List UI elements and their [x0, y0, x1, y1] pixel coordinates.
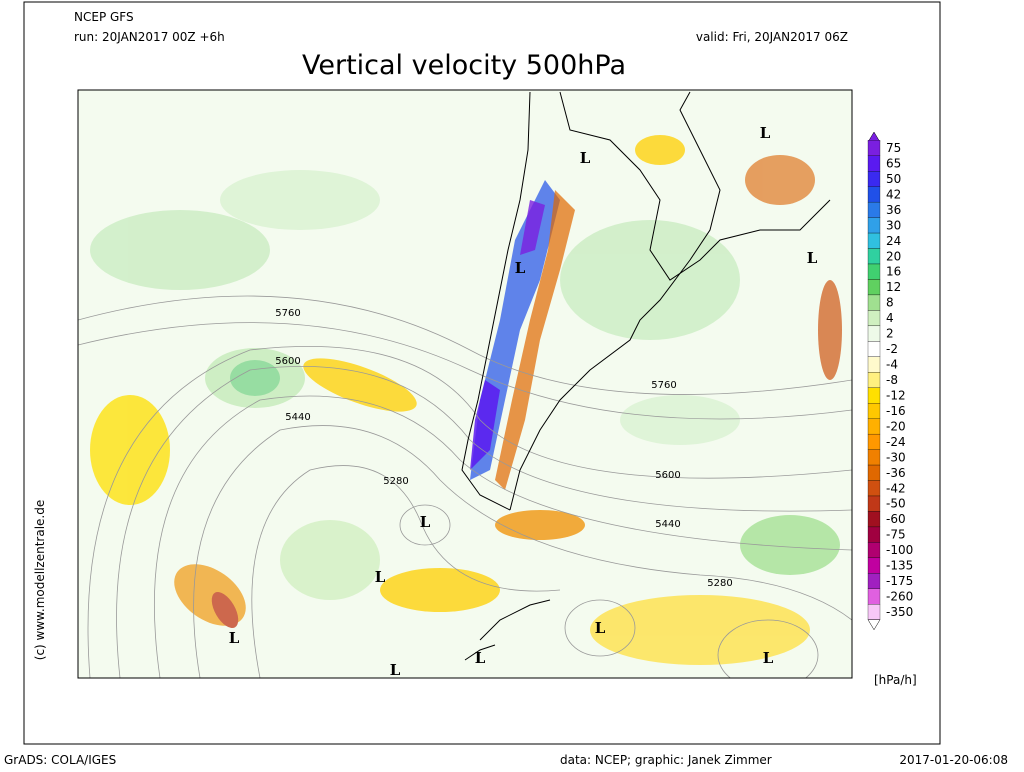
legend-swatch — [867, 418, 881, 435]
legend-label: 24 — [886, 234, 901, 248]
legend-swatch — [867, 604, 881, 620]
legend-swatch — [867, 232, 881, 249]
legend-unit: [hPa/h] — [874, 673, 917, 687]
legend-label: 16 — [886, 265, 901, 279]
legend-swatch — [867, 542, 881, 559]
legend-swatch — [867, 557, 881, 574]
legend-label: -75 — [886, 528, 906, 542]
contour-label: 5280 — [383, 476, 408, 487]
contour-label: 5600 — [655, 470, 680, 481]
low-pressure-marker: L — [475, 649, 486, 667]
legend-label: -12 — [886, 388, 906, 402]
legend-swatch — [867, 171, 881, 187]
legend-label: -50 — [886, 497, 906, 511]
legend-label: 65 — [886, 156, 901, 170]
low-pressure-marker: L — [760, 124, 771, 142]
legend-swatch — [867, 294, 881, 311]
legend-swatch — [867, 341, 881, 357]
contour-label: 5760 — [651, 380, 676, 391]
low-pressure-marker: L — [375, 568, 386, 586]
legend-swatch — [867, 480, 881, 497]
legend-swatch — [867, 325, 881, 342]
low-pressure-marker: L — [580, 149, 591, 167]
low-pressure-marker: L — [390, 661, 401, 679]
legend-swatch — [867, 263, 881, 280]
convection-band — [470, 180, 575, 490]
legend-label: -175 — [886, 574, 913, 588]
legend-arrow-bottom — [867, 619, 881, 631]
contour-label: 5440 — [655, 519, 680, 530]
legend-swatch — [867, 433, 881, 450]
contour-label: 5760 — [275, 308, 300, 319]
legend-swatch — [867, 387, 881, 404]
legend-swatch — [867, 279, 881, 296]
legend-label: 42 — [886, 187, 901, 201]
timestamp: 2017-01-20-06:08 — [899, 753, 1008, 767]
contour-label: 5600 — [275, 356, 300, 367]
data-credit: data: NCEP; graphic: Janek Zimmer — [560, 753, 772, 767]
legend-swatch — [867, 201, 881, 218]
legend-label: -16 — [886, 404, 906, 418]
low-pressure-marker: L — [807, 249, 818, 267]
legend-label: -36 — [886, 466, 906, 480]
legend-swatch — [867, 217, 881, 234]
legend-label: 4 — [886, 311, 894, 325]
legend-label: 50 — [886, 172, 901, 186]
contour-label: 5440 — [285, 412, 310, 423]
run-info: run: 20JAN2017 00Z +6h — [74, 30, 225, 44]
legend-label: 2 — [886, 327, 894, 341]
legend-swatch — [867, 526, 881, 543]
legend-label: 8 — [886, 296, 894, 310]
legend-label: -4 — [886, 358, 898, 372]
low-pressure-marker: L — [420, 513, 431, 531]
low-pressure-marker: L — [763, 649, 774, 667]
legend-swatch — [867, 449, 881, 466]
map-title: Vertical velocity 500hPa — [302, 50, 626, 81]
software-credit: GrADS: COLA/IGES — [4, 753, 116, 767]
low-pressure-marker: L — [595, 619, 606, 637]
legend-label: -30 — [886, 450, 906, 464]
legend-label: 75 — [886, 141, 901, 155]
model-name: NCEP GFS — [74, 10, 134, 24]
legend-swatch — [867, 140, 881, 156]
contour-label: 5280 — [707, 578, 732, 589]
map-frame — [77, 89, 853, 679]
legend-swatch — [867, 588, 881, 605]
legend-swatch — [867, 464, 881, 481]
legend-swatch — [867, 511, 881, 528]
legend-label: 36 — [886, 203, 901, 217]
copyright: (c) www.modellzentrale.de — [33, 500, 47, 660]
legend-swatch — [867, 372, 881, 388]
legend-swatch — [867, 403, 881, 419]
legend-label: -60 — [886, 512, 906, 526]
legend-label: -260 — [886, 590, 913, 604]
legend-label: -42 — [886, 481, 906, 495]
legend-swatch — [867, 155, 881, 172]
legend-label: 20 — [886, 249, 901, 263]
low-pressure-marker: L — [229, 629, 240, 647]
legend-label: -24 — [886, 435, 906, 449]
legend-swatch — [867, 248, 881, 265]
valid-time: valid: Fri, 20JAN2017 06Z — [696, 30, 848, 44]
legend-swatch — [867, 356, 881, 373]
legend-label: 12 — [886, 280, 901, 294]
legend-label: -8 — [886, 373, 898, 387]
low-pressure-marker: L — [515, 259, 526, 277]
legend-swatch — [867, 495, 881, 512]
legend-label: -100 — [886, 543, 913, 557]
legend-swatch — [867, 186, 881, 203]
legend-label: -20 — [886, 419, 906, 433]
legend-swatch — [867, 310, 881, 327]
legend-label: -135 — [886, 559, 913, 573]
legend-swatch — [867, 573, 881, 589]
map — [78, 90, 852, 678]
legend-label: -2 — [886, 342, 898, 356]
legend-label: -350 — [886, 605, 913, 619]
legend-label: 30 — [886, 218, 901, 232]
